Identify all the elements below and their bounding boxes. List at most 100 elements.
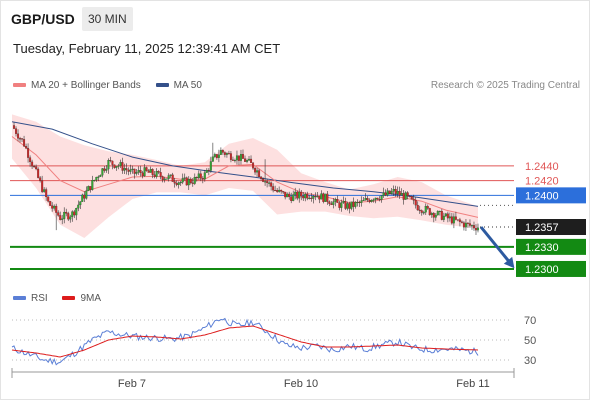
candle-body: [43, 189, 46, 192]
candle-body: [111, 160, 114, 165]
candle-body: [159, 172, 162, 177]
candle-body: [187, 179, 190, 186]
candle-body: [211, 156, 214, 162]
candle-body: [173, 181, 176, 184]
rsi-tick-30: 30: [524, 355, 536, 367]
candle-body: [151, 169, 154, 175]
candle-body: [472, 225, 475, 229]
candle-body: [280, 189, 283, 192]
candle-body: [252, 162, 255, 169]
candle-body: [270, 182, 273, 187]
candle-body: [276, 190, 279, 192]
x-tick-Feb-7: Feb 7: [118, 378, 146, 390]
candle-body: [121, 162, 124, 171]
candle-body: [248, 158, 251, 161]
candle-body: [109, 160, 112, 162]
candle-body: [386, 190, 389, 196]
candle-body: [183, 177, 186, 179]
candle-body: [193, 176, 196, 184]
candle-body: [129, 169, 132, 172]
candle-body: [288, 193, 291, 197]
candle-body: [454, 216, 457, 220]
candle-body: [246, 160, 249, 162]
candle-body: [306, 193, 309, 199]
rsi-series-9MA: [11, 325, 479, 358]
candle-body: [342, 201, 345, 203]
candle-body: [71, 211, 74, 217]
candle-body: [390, 191, 393, 194]
candle-body: [157, 171, 160, 173]
candle-body: [97, 176, 100, 178]
candle-body: [254, 168, 257, 173]
candle-body: [448, 216, 451, 219]
candle-body: [340, 202, 343, 208]
candle-body: [73, 211, 76, 216]
main-legend: MA 20 + Bollinger Bands MA 50: [13, 80, 214, 91]
candle-body: [105, 168, 108, 171]
candle-body: [39, 177, 42, 181]
timestamp: Tuesday, February 11, 2025 12:39:41 AM C…: [13, 41, 281, 56]
candle-body: [308, 197, 311, 199]
candle-body: [262, 178, 265, 182]
candle-body: [432, 213, 435, 218]
candle-body: [141, 172, 144, 177]
candle-body: [352, 201, 355, 207]
candle-body: [256, 170, 259, 173]
candle-body: [95, 176, 98, 181]
candle-body: [35, 166, 38, 170]
candle-body: [424, 206, 427, 213]
candle-body: [360, 200, 363, 203]
candle-body: [384, 192, 387, 196]
candle-body: [446, 213, 449, 219]
candle-body: [101, 168, 104, 176]
candle-body: [442, 215, 445, 220]
candle-body: [322, 193, 325, 202]
legend-ma50: MA 50: [155, 80, 202, 91]
candle-body: [332, 201, 335, 205]
candle-body: [394, 189, 397, 194]
candle-body: [137, 170, 140, 173]
candle-body: [77, 204, 80, 209]
candle-body: [53, 205, 56, 209]
candle-body: [31, 161, 34, 167]
level-label-1.2400: 1.2400: [525, 190, 559, 202]
candle-body: [67, 213, 70, 220]
candle-body: [300, 191, 303, 197]
candle-body: [89, 186, 92, 190]
candle-body: [19, 138, 22, 140]
candle-body: [318, 196, 321, 200]
candle-body: [368, 199, 371, 202]
candle-body: [344, 201, 347, 209]
interval-button[interactable]: 30 MIN: [82, 7, 133, 31]
candle-body: [440, 210, 443, 220]
candle-body: [131, 168, 134, 170]
candle-body: [284, 191, 287, 198]
candle-body: [61, 218, 64, 220]
candle-body: [458, 219, 461, 222]
candle-body: [147, 170, 150, 173]
candle-body: [268, 182, 271, 184]
candle-body: [93, 179, 96, 181]
candle-body: [161, 176, 164, 180]
ma20-swatch: [13, 83, 26, 88]
candle-body: [372, 199, 375, 201]
candle-body: [477, 227, 480, 231]
candle-body: [258, 170, 261, 178]
forecast-arrow-head: [503, 256, 515, 269]
level-label-1.2300: 1.2300: [525, 264, 559, 276]
rsi-series-RSI: [11, 317, 479, 366]
candle-body: [13, 125, 16, 129]
level-label-1.2330: 1.2330: [525, 242, 559, 254]
candle-body: [380, 195, 383, 200]
candle-body: [215, 154, 218, 158]
candle-body: [203, 172, 206, 180]
candle-body: [356, 202, 359, 204]
candle-body: [179, 182, 182, 184]
candle-body: [163, 178, 166, 180]
candle-body: [436, 211, 439, 216]
legend-ma50-label: MA 50: [173, 80, 202, 91]
candle-body: [169, 174, 172, 176]
candle-body: [119, 162, 122, 166]
candle-body: [278, 189, 281, 192]
